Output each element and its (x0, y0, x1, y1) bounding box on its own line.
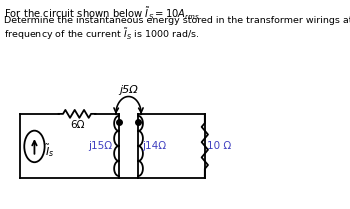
Text: frequency of the current $\tilde{I}_S$ is 1000 rad/s.: frequency of the current $\tilde{I}_S$ i… (4, 26, 199, 42)
Text: j14Ω: j14Ω (142, 141, 166, 151)
Text: 10 Ω: 10 Ω (207, 141, 232, 151)
Text: For the circuit shown below $\tilde{I}_S = 10A_{rms}$: For the circuit shown below $\tilde{I}_S… (4, 5, 200, 22)
Text: 6Ω: 6Ω (70, 120, 84, 130)
Text: Determine the instantaneous energy stored in the transformer wirings at t=0. The: Determine the instantaneous energy store… (4, 16, 350, 25)
Text: j5Ω: j5Ω (119, 84, 138, 94)
Text: j15Ω: j15Ω (88, 141, 112, 151)
Text: $\tilde{I}_s$: $\tilde{I}_s$ (45, 142, 55, 159)
